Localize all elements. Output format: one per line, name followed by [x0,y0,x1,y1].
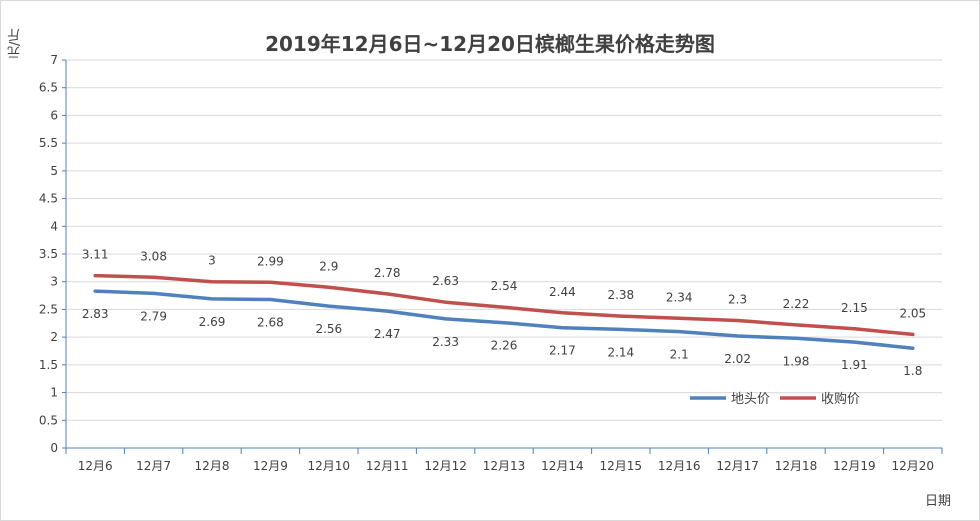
data-label: 2.17 [549,344,576,358]
data-label: 2.26 [491,339,518,353]
series-line-1 [93,289,915,350]
data-label: 2.34 [666,290,693,304]
data-label: 1.8 [903,364,922,378]
data-label: 2.99 [257,254,284,268]
data-label: 3.08 [140,249,167,263]
y-tick-label: 2 [50,330,58,344]
y-tick-label: 7 [50,53,58,67]
y-tick-label: 5 [50,164,58,178]
y-tick-label: 0.5 [39,413,58,427]
series-line-2 [93,273,915,337]
x-tick-label: 12月18 [775,459,818,473]
y-tick-label: 6.5 [39,81,58,95]
data-label: 2.05 [899,306,926,320]
y-tick-label: 0 [50,441,58,455]
y-tick-label: 5.5 [39,136,58,150]
x-tick-label: 12月10 [308,459,351,473]
y-tick-label: 1 [50,386,58,400]
x-tick-label: 12月6 [78,459,113,473]
data-label: 2.63 [432,274,459,288]
data-label: 1.91 [841,358,868,372]
legend-label-2: 收购价 [821,391,860,407]
y-tick-label: 1.5 [39,358,58,372]
data-label: 2.22 [783,297,810,311]
data-label: 2.47 [374,327,401,341]
data-label: 2.69 [199,315,226,329]
x-tick-label: 12月9 [253,459,288,473]
x-tick-label: 12月14 [541,459,584,473]
data-label: 2.15 [841,301,868,315]
y-tick-label: 4.5 [39,192,58,206]
legend-label-1: 地头价 [731,392,770,407]
y-tick-label: 4 [50,219,58,233]
data-label: 2.38 [607,288,634,302]
chart-title: 2019年12月6日~12月20日槟榔生果价格走势图 [265,32,715,56]
data-label: 2.56 [315,322,342,336]
data-label: 2.68 [257,315,284,329]
data-label: 2.1 [670,348,689,362]
x-tick-label: 12月7 [136,459,171,473]
data-label: 2.54 [491,279,518,293]
x-tick-label: 12月15 [600,459,643,473]
y-tick-label: 3 [50,275,58,289]
x-tick-label: 12月17 [716,459,759,473]
data-label: 3 [208,254,216,268]
x-tick-label: 12月16 [658,459,701,473]
data-label: 2.14 [607,345,634,359]
x-axis-label: 日期 [925,494,952,509]
y-tick-label: 6 [50,108,58,122]
data-label: 2.83 [82,307,109,321]
data-label: 2.02 [724,352,751,366]
data-label: 1.98 [783,354,810,368]
y-tick-label: 3.5 [39,247,58,261]
data-label: 2.33 [432,335,459,349]
data-label: 2.79 [140,309,167,323]
x-tick-label: 12月13 [483,459,526,473]
x-tick-label: 12月12 [424,459,467,473]
data-label: 2.9 [319,259,338,273]
data-label: 2.3 [728,293,747,307]
data-label: 2.44 [549,285,576,299]
data-label: 3.11 [82,248,109,262]
data-label: 2.78 [374,266,401,280]
x-tick-label: 12月19 [833,459,876,473]
x-tick-label: 12月11 [366,459,409,473]
x-tick-label: 12月20 [892,459,935,473]
y-tick-label: 2.5 [39,302,58,316]
x-tick-label: 12月8 [195,459,230,473]
